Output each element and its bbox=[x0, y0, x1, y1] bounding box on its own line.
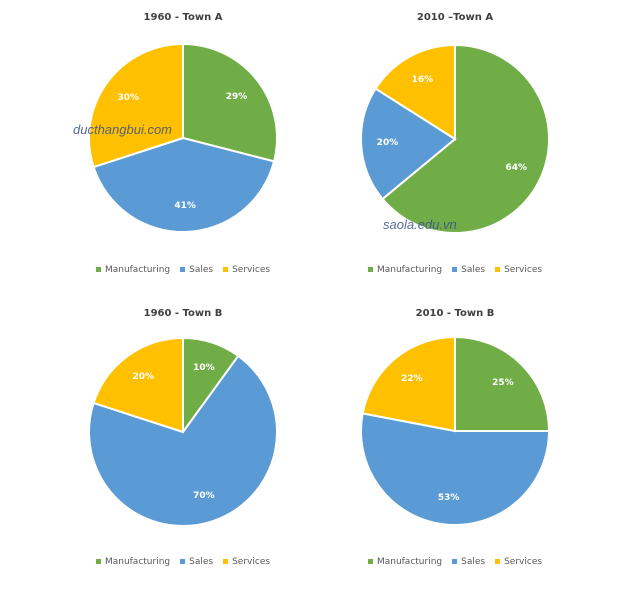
pie-slice-sales bbox=[360, 412, 551, 526]
legend-label: Services bbox=[504, 265, 543, 275]
slice-label: 16% bbox=[411, 74, 434, 85]
legend-swatch bbox=[95, 559, 101, 564]
legend: Manufacturing Sales Services bbox=[43, 557, 323, 567]
slice-label: 25% bbox=[492, 378, 514, 389]
legend-item-services: Services bbox=[495, 557, 542, 567]
legend-swatch bbox=[180, 559, 186, 564]
slice-label: 20% bbox=[132, 372, 154, 383]
legend-swatch bbox=[495, 559, 501, 564]
slice-label: 20% bbox=[376, 138, 399, 149]
pie-slice-services bbox=[374, 43, 456, 141]
slice-label: 22% bbox=[401, 373, 423, 384]
chart-title: 1960 - Town B bbox=[143, 308, 223, 319]
legend-item-sales: Sales bbox=[180, 557, 213, 567]
legend-swatch bbox=[180, 267, 186, 272]
legend: Manufacturing Sales Services bbox=[315, 265, 595, 275]
slice-label: 70% bbox=[193, 491, 215, 502]
legend-label: Manufacturing bbox=[104, 265, 171, 275]
legend-label: Sales bbox=[461, 557, 486, 567]
pie-slice-services bbox=[361, 335, 456, 433]
legend-label: Services bbox=[232, 557, 271, 567]
slice-label: 29% bbox=[225, 91, 248, 102]
legend-swatch bbox=[452, 559, 458, 564]
slice-label: 10% bbox=[193, 362, 215, 373]
pie-slice-sales bbox=[360, 87, 457, 201]
chart-title: 1960 - Town A bbox=[143, 12, 223, 23]
legend-swatch bbox=[223, 267, 229, 272]
legend-label: Sales bbox=[189, 557, 214, 567]
chart-2010-town-b: 2010 - Town B Manufacturing Sales Services… bbox=[315, 308, 595, 597]
legend-item-manufacturing: Manufacturing bbox=[95, 557, 171, 567]
legend: Manufacturing Sales Services bbox=[315, 557, 595, 567]
legend-label: Sales bbox=[461, 265, 486, 275]
slice-label: 41% bbox=[174, 200, 196, 211]
legend-swatch bbox=[367, 267, 373, 272]
pie-slice-services bbox=[88, 42, 184, 169]
pie-slice-manufacturing bbox=[182, 42, 278, 163]
legend-item-services: Services bbox=[223, 265, 270, 275]
legend-swatch bbox=[223, 559, 229, 564]
legend: Manufacturing Sales Services bbox=[43, 265, 323, 275]
legend-label: Services bbox=[504, 557, 543, 567]
chart-1960-town-a: 1960 - Town A ducthangbui.com Manufactur… bbox=[43, 12, 323, 301]
pie-slice-manufacturing bbox=[454, 335, 551, 432]
legend-item-services: Services bbox=[223, 557, 270, 567]
pie-chart bbox=[360, 43, 550, 234]
slice-label: 64% bbox=[505, 162, 528, 173]
legend-label: Services bbox=[232, 265, 271, 275]
legend-item-sales: Sales bbox=[452, 557, 485, 567]
legend-label: Manufacturing bbox=[104, 557, 171, 567]
pie-slice-sales bbox=[88, 354, 278, 527]
legend-item-sales: Sales bbox=[452, 265, 485, 275]
legend-label: Manufacturing bbox=[376, 557, 443, 567]
watermark: ducthangbui.com bbox=[73, 122, 173, 137]
chart-1960-town-b: 1960 - Town B Manufacturing Sales Services… bbox=[43, 308, 323, 597]
legend-swatch bbox=[452, 267, 458, 272]
legend-swatch bbox=[367, 559, 373, 564]
chart-title: 2010 –Town A bbox=[416, 12, 494, 23]
legend-item-services: Services bbox=[495, 265, 542, 275]
legend-item-manufacturing: Manufacturing bbox=[367, 265, 443, 275]
legend-swatch bbox=[495, 267, 501, 272]
slice-label: 53% bbox=[437, 493, 460, 504]
legend-label: Manufacturing bbox=[376, 265, 443, 275]
legend-item-manufacturing: Manufacturing bbox=[95, 265, 171, 275]
legend-item-manufacturing: Manufacturing bbox=[367, 557, 443, 567]
watermark: saola.edu.vn bbox=[383, 217, 457, 232]
pie-chart bbox=[88, 42, 278, 233]
slice-label: 30% bbox=[117, 93, 140, 104]
pie-chart bbox=[360, 335, 551, 526]
pie-chart bbox=[88, 336, 278, 527]
pie-slice-services bbox=[92, 336, 184, 434]
chart-2010-town-a: 2010 –Town A saola.edu.vn Manufacturing S… bbox=[315, 12, 595, 301]
pie-slice-sales bbox=[92, 136, 276, 233]
legend-label: Sales bbox=[189, 265, 214, 275]
legend-swatch bbox=[95, 267, 101, 272]
legend-item-sales: Sales bbox=[180, 265, 213, 275]
chart-title: 2010 - Town B bbox=[415, 308, 495, 319]
pie-slice-manufacturing bbox=[381, 43, 550, 234]
